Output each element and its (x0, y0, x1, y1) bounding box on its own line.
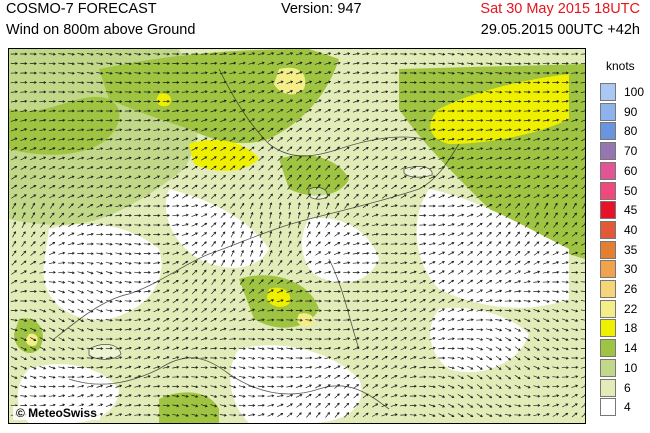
legend-item: 14 (600, 339, 644, 358)
legend-swatch (600, 280, 616, 298)
legend-item: 50 (600, 181, 644, 201)
legend-item: 90 (600, 102, 644, 122)
legend-label: 40 (624, 222, 638, 237)
legend-item: 6 (600, 378, 644, 398)
legend-label: 60 (624, 163, 638, 178)
legend-swatch (600, 378, 616, 397)
legend-label: 26 (624, 282, 638, 296)
legend-label: 10 (624, 360, 638, 375)
legend-swatch (600, 102, 616, 121)
wind-field (9, 49, 585, 423)
legend-swatch (600, 142, 616, 161)
legend-item: 70 (600, 142, 644, 161)
legend-swatch (600, 398, 616, 417)
legend-item: 26 (600, 280, 644, 299)
legend-item: 22 (600, 299, 644, 319)
legend-item: 30 (600, 260, 644, 279)
model-title: COSMO-7 FORECAST (6, 1, 157, 17)
legend-item: 100 (600, 83, 644, 102)
legend-item: 80 (600, 122, 644, 141)
legend-label: 45 (624, 203, 638, 218)
legend-swatch (600, 161, 616, 180)
legend-swatch (600, 83, 616, 101)
legend-swatch (600, 220, 616, 239)
legend-swatch (600, 240, 616, 259)
version-label: Version: 947 (281, 1, 362, 17)
legend-swatch (600, 319, 616, 338)
legend-label: 80 (624, 124, 638, 139)
run-time: 29.05.2015 00UTC +42h (480, 22, 640, 38)
legend-item: 10 (600, 358, 644, 378)
legend-item: 60 (600, 161, 644, 181)
wind-map[interactable]: © MeteoSwiss (8, 48, 586, 424)
legend-label: 4 (624, 400, 631, 415)
legend-item: 40 (600, 220, 644, 240)
legend-swatch (600, 339, 616, 358)
wind-arrows (10, 52, 585, 418)
legend-item: 45 (600, 201, 644, 220)
field-title: Wind on 800m above Ground (6, 22, 196, 38)
legend-label: 35 (624, 242, 638, 257)
legend-item: 35 (600, 240, 644, 260)
legend-swatch (600, 260, 616, 279)
legend-label: 100 (624, 85, 645, 99)
legend-label: 70 (624, 144, 638, 159)
legend-item: 4 (600, 398, 644, 417)
legend-label: 90 (624, 104, 638, 119)
borders-and-lakes (53, 68, 460, 410)
legend-label: 22 (624, 301, 638, 316)
legend-swatch (600, 201, 616, 220)
wind-arrow-field (10, 52, 585, 418)
legend-label: 18 (624, 321, 638, 336)
legend-swatch (600, 181, 616, 200)
legend-label: 6 (624, 380, 631, 395)
legend-unit: knots (606, 59, 635, 73)
valid-time: Sat 30 May 2015 18UTC (480, 1, 640, 17)
legend-swatch (600, 358, 616, 377)
legend-swatch (600, 299, 616, 318)
legend-item: 18 (600, 319, 644, 338)
copyright-label: © MeteoSwiss (13, 406, 100, 420)
legend-swatch (600, 122, 616, 141)
legend-label: 14 (624, 341, 638, 356)
legend-label: 30 (624, 262, 638, 277)
legend-label: 50 (624, 183, 638, 198)
